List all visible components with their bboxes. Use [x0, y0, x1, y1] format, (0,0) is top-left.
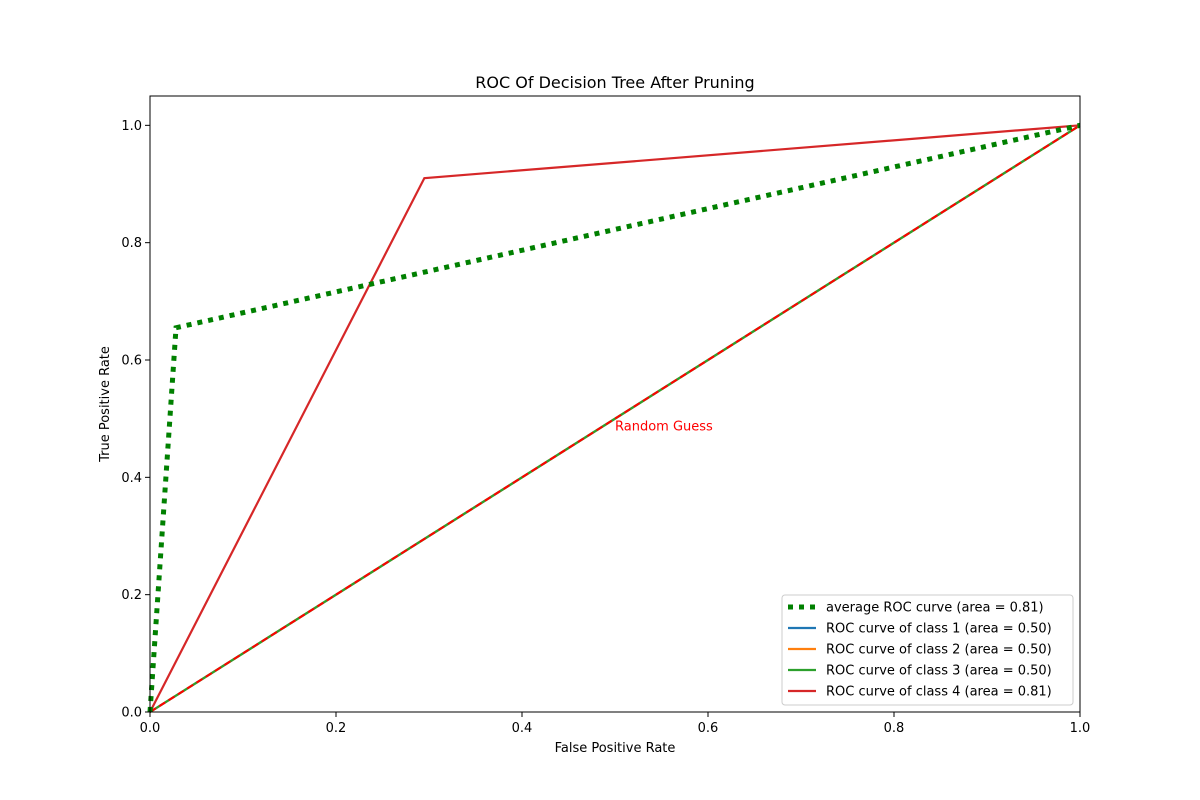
y-axis-label: True Positive Rate — [98, 346, 113, 463]
random-guess-annotation: Random Guess — [615, 419, 713, 434]
chart-title: ROC Of Decision Tree After Pruning — [475, 73, 754, 92]
legend: average ROC curve (area = 0.81) ROC curve… — [782, 595, 1073, 705]
legend-label: ROC curve of class 4 (area = 0.81) — [826, 685, 1052, 700]
x-tick-label: 0.6 — [698, 721, 719, 736]
legend-label: ROC curve of class 1 (area = 0.50) — [826, 622, 1052, 637]
y-tick-label: 0.8 — [121, 236, 142, 251]
x-tick-label: 0.8 — [884, 721, 905, 736]
x-tick-label: 0.2 — [326, 721, 347, 736]
x-tick-label: 0.0 — [140, 721, 161, 736]
x-axis-label: False Positive Rate — [555, 741, 676, 756]
legend-label: ROC curve of class 2 (area = 0.50) — [826, 643, 1052, 658]
x-tick-label: 1.0 — [1070, 721, 1091, 736]
legend-label: average ROC curve (area = 0.81) — [826, 601, 1044, 616]
legend-entries: average ROC curve (area = 0.81) ROC curve… — [788, 601, 1052, 700]
y-tick-label: 0.4 — [121, 471, 142, 486]
y-tick-label: 0.0 — [121, 706, 142, 721]
y-tick-label: 0.2 — [121, 588, 142, 603]
y-tick-label: 0.6 — [121, 354, 142, 369]
y-tick-label: 1.0 — [121, 119, 142, 134]
legend-label: ROC curve of class 3 (area = 0.50) — [826, 664, 1052, 679]
x-tick-label: 0.4 — [512, 721, 533, 736]
